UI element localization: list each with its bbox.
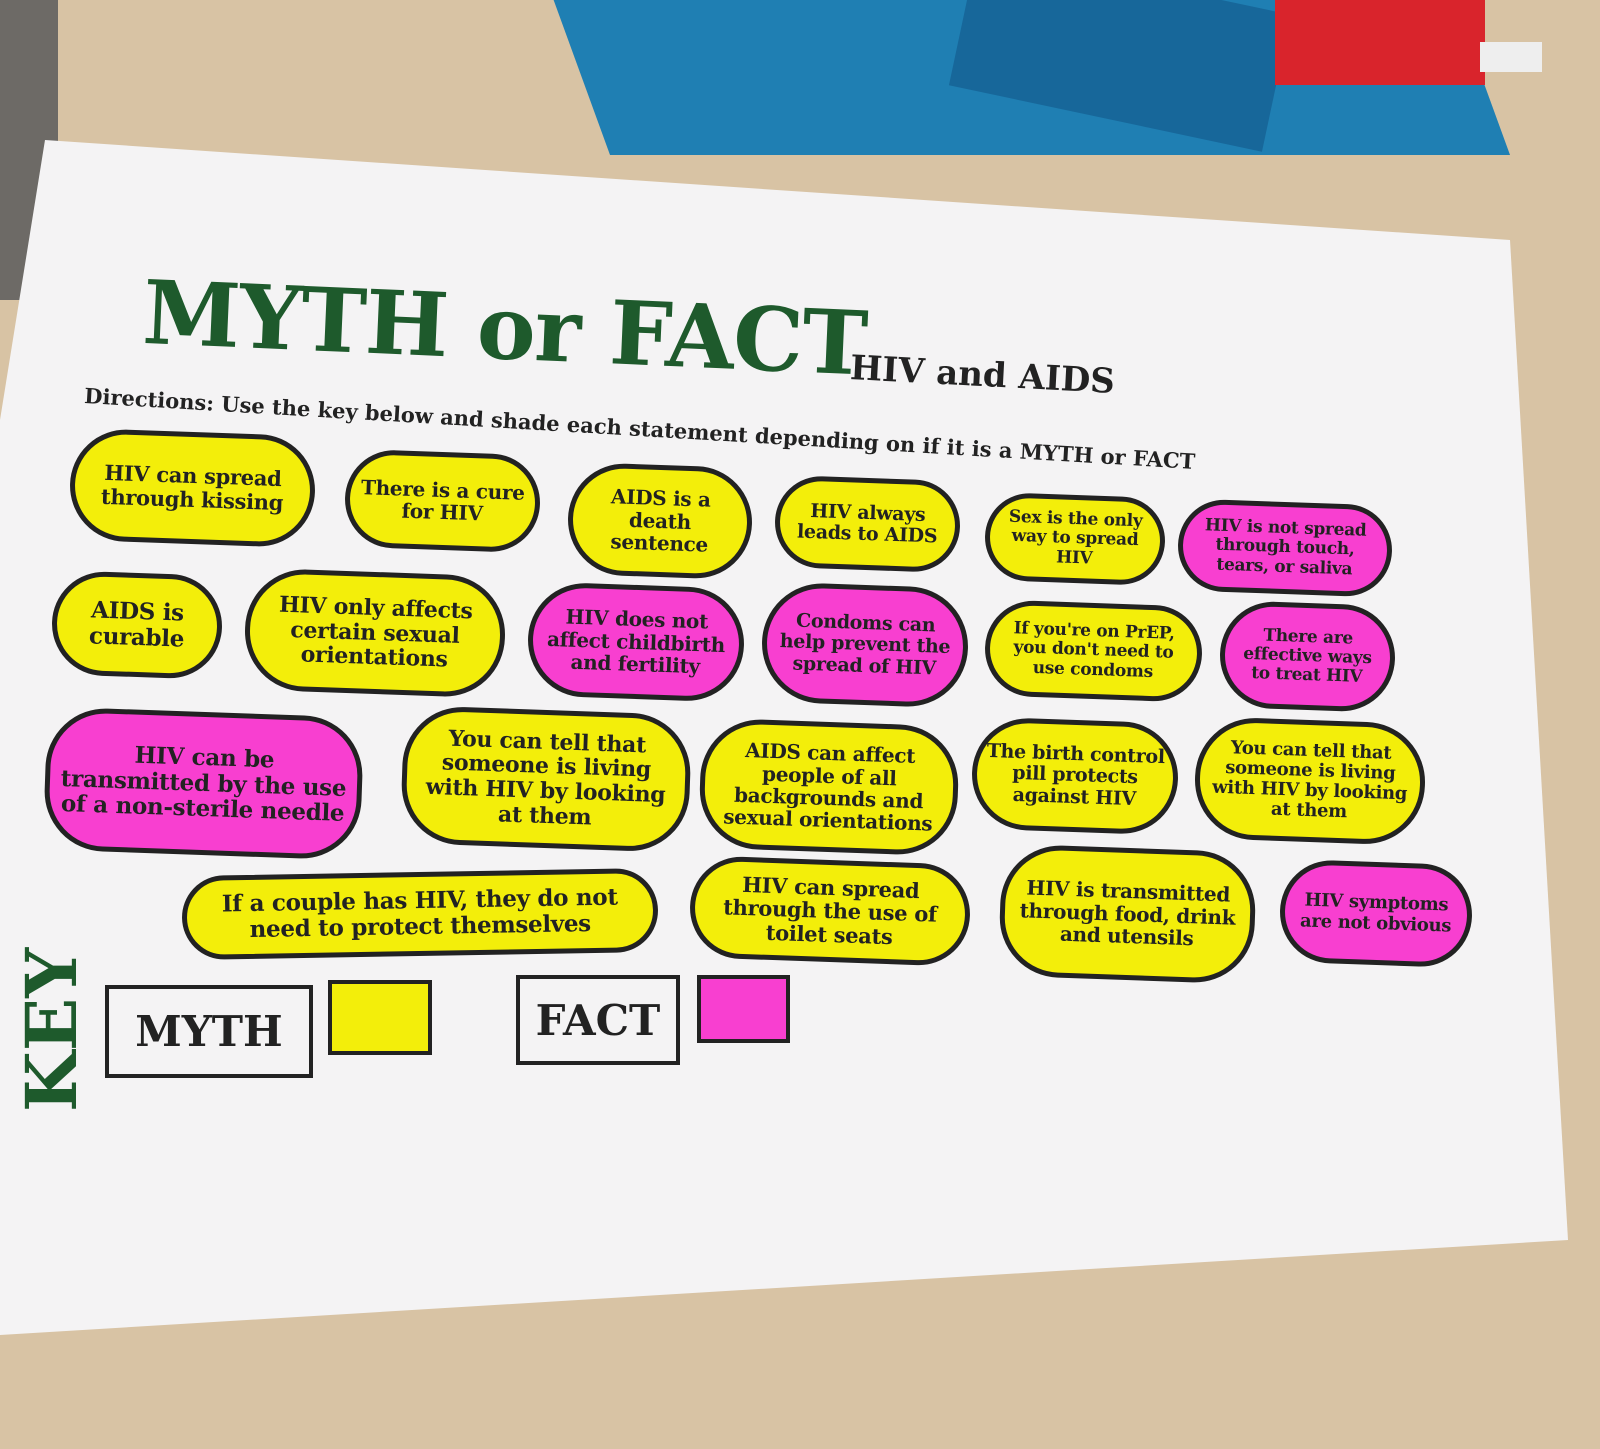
- statement-pill: AIDS can affect people of all background…: [697, 717, 961, 857]
- statement-pill: There are effective ways to treat HIV: [1218, 599, 1397, 714]
- statement-pill: HIV always leads to AIDS: [773, 474, 962, 574]
- statement-pill: The birth control pill protects against …: [970, 716, 1180, 836]
- key-fact-box: FACT: [516, 975, 680, 1065]
- statement-pill: AIDS is curable: [50, 570, 224, 680]
- folder-tab: [1480, 42, 1542, 72]
- statement-pill: HIV is not spread through touch, tears, …: [1176, 498, 1394, 598]
- statement-pill: You can tell that someone is living with…: [1192, 716, 1428, 846]
- statement-pill: HIV is transmitted through food, drink a…: [997, 843, 1258, 985]
- statement-pill: HIV can be transmitted by the use of a n…: [42, 706, 365, 861]
- key-myth-swatch: [328, 980, 432, 1055]
- statement-pill: Condoms can help prevent the spread of H…: [759, 581, 971, 709]
- key-fact-swatch: [697, 975, 790, 1043]
- statement-pill: Sex is the only way to spread HIV: [983, 491, 1167, 587]
- statement-pill: HIV only affects certain sexual orientat…: [242, 567, 508, 699]
- worksheet-subtitle: HIV and AIDS: [849, 348, 1116, 402]
- statement-pill: AIDS is a death sentence: [566, 461, 754, 581]
- statement-pill: There is a cure for HIV: [343, 448, 542, 554]
- worksheet-title: MYTH or FACT: [140, 260, 869, 396]
- red-folder: [1275, 0, 1485, 85]
- key-myth-box: MYTH: [105, 985, 313, 1078]
- statement-pill: If a couple has HIV, they do not need to…: [181, 867, 659, 961]
- statement-pill: HIV can spread through kissing: [68, 427, 317, 549]
- statement-pill: HIV symptoms are not obvious: [1278, 858, 1474, 969]
- statement-pill: You can tell that someone is living with…: [399, 705, 693, 853]
- key-label: KEY: [10, 947, 93, 1112]
- statement-pill: HIV can spread through the use of toilet…: [688, 855, 972, 967]
- statement-pill: If you're on PrEP, you don't need to use…: [983, 599, 1204, 703]
- statement-pill: HIV does not affect childbirth and ferti…: [526, 581, 746, 703]
